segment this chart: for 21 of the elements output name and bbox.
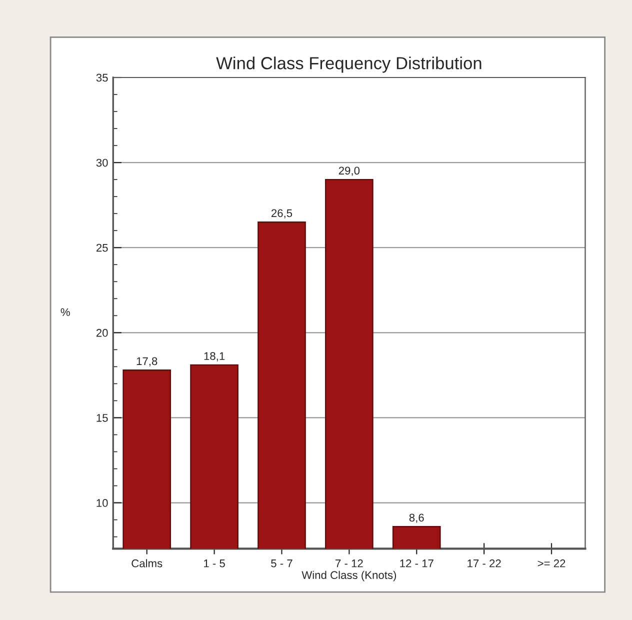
data-label: 26,5: [271, 209, 292, 218]
data-label: 8,6: [409, 514, 424, 523]
x-tick-label: 7 - 12: [336, 559, 363, 568]
data-label: 29,0: [338, 166, 360, 176]
y-tick-label: 15: [96, 414, 108, 422]
x-tick-label: Calms: [132, 559, 162, 568]
y-axis-title: %: [60, 308, 70, 316]
y-tick-label: 25: [96, 244, 108, 252]
x-tick-label: 12 - 17: [400, 559, 434, 568]
y-tick-label: 20: [96, 328, 108, 337]
chart-title: Wind Class Frequency Distribution: [216, 56, 482, 73]
y-tick-label: 30: [96, 158, 108, 167]
x-tick-label: 1 - 5: [204, 560, 225, 568]
x-tick-label: 5 - 7: [271, 560, 292, 568]
data-label: 18,1: [204, 352, 225, 362]
data-label: 17,8: [136, 357, 158, 366]
x-tick-label: >= 22: [538, 559, 566, 568]
x-tick-label: 17 - 22: [468, 559, 501, 568]
y-tick-label: 10: [96, 499, 108, 507]
x-axis-title: Wind Class (Knots): [302, 570, 396, 582]
y-tick-label: 35: [96, 74, 108, 82]
